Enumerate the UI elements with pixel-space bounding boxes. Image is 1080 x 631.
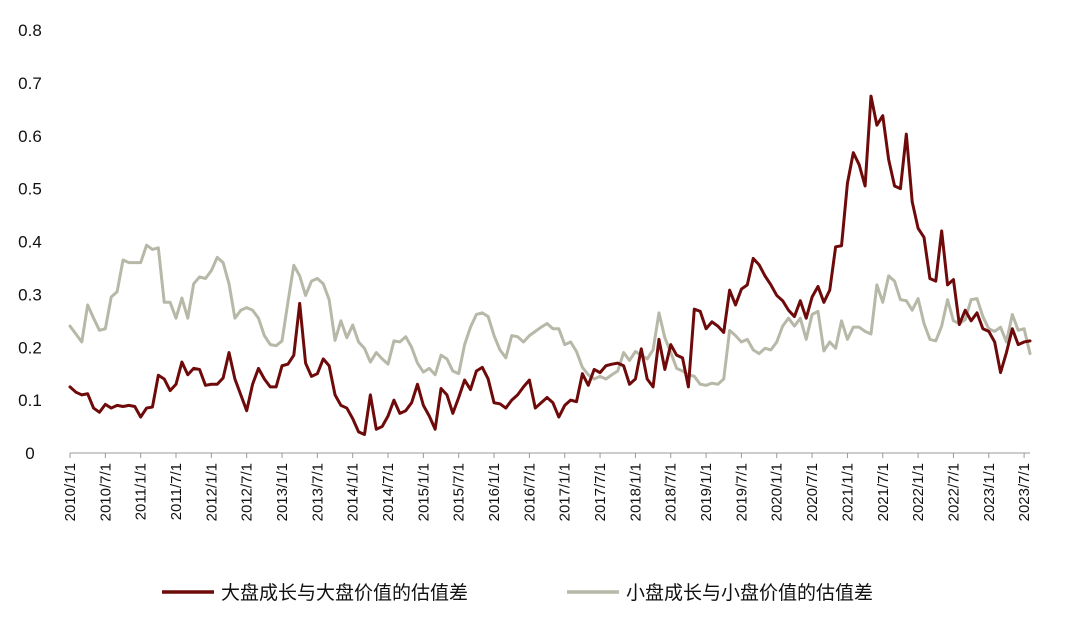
- x-tick-label: 2016/7/1: [521, 463, 538, 521]
- legend-label: 小盘成长与小盘价值的估值差: [626, 582, 873, 604]
- x-tick-label: 2015/7/1: [451, 463, 468, 521]
- series-layer: [68, 94, 1032, 436]
- legend-item-1: 大盘成长与大盘价值的估值差: [162, 582, 468, 604]
- x-tick-label: 2019/1/1: [698, 463, 715, 521]
- x-tick-label: 2019/7/1: [733, 463, 750, 521]
- series-line-2: [68, 243, 1032, 387]
- x-tick-label: 2012/1/1: [203, 463, 220, 521]
- y-tick-label: 0.8: [18, 21, 42, 40]
- x-tick-label: 2021/7/1: [875, 463, 892, 521]
- x-tick-label: 2015/1/1: [415, 463, 432, 521]
- y-tick-label: 0: [25, 444, 34, 463]
- y-tick-label: 0.7: [18, 74, 42, 93]
- x-tick-label: 2020/1/1: [769, 463, 786, 521]
- legend-label: 大盘成长与大盘价值的估值差: [221, 582, 468, 604]
- legend-item-2: 小盘成长与小盘价值的估值差: [567, 582, 873, 604]
- x-tick-label: 2011/1/1: [133, 463, 150, 520]
- y-tick-label: 0.5: [18, 180, 42, 199]
- x-tick-label: 2013/7/1: [309, 463, 326, 521]
- series-line-1: [68, 94, 1032, 436]
- x-tick-label: 2017/7/1: [592, 463, 609, 521]
- x-tick-label: 2018/7/1: [663, 463, 680, 521]
- y-tick-label: 0.4: [18, 233, 42, 252]
- x-tick-label: 2022/1/1: [910, 463, 927, 521]
- x-tick-label: 2013/1/1: [274, 463, 291, 521]
- x-tick-label: 2010/7/1: [97, 463, 114, 521]
- x-tick-label: 2021/1/1: [839, 463, 856, 521]
- x-tick-label: 2018/1/1: [627, 463, 644, 521]
- x-tick-label: 2012/7/1: [239, 463, 256, 521]
- x-tick-label: 2022/7/1: [945, 463, 962, 521]
- x-tick-label: 2016/1/1: [486, 463, 503, 521]
- y-tick-label: 0.1: [18, 391, 42, 410]
- x-tick-label: 2020/7/1: [804, 463, 821, 521]
- x-tick-label: 2023/7/1: [1016, 463, 1033, 521]
- x-tick-label: 2014/7/1: [380, 463, 397, 521]
- x-tick-label: 2010/1/1: [62, 463, 79, 521]
- x-tick-label: 2017/1/1: [557, 463, 574, 521]
- y-tick-label: 0.6: [18, 127, 42, 146]
- x-tick-label: 2014/1/1: [345, 463, 362, 521]
- y-tick-label: 0.2: [18, 338, 42, 357]
- legend: 大盘成长与大盘价值的估值差 小盘成长与小盘价值的估值差: [162, 582, 873, 604]
- x-tick-label: 2023/1/1: [981, 463, 998, 521]
- x-tick-label: 2011/7/1: [168, 463, 185, 520]
- y-tick-label: 0.3: [18, 285, 42, 304]
- x-axis: 2010/1/1 2010/7/1 2011/1/1 2011/7/1 2012/1/1…: [62, 452, 1033, 521]
- y-axis: 0 0.1 0.2 0.3 0.4 0.5 0.6 0.7 0.8: [18, 21, 42, 463]
